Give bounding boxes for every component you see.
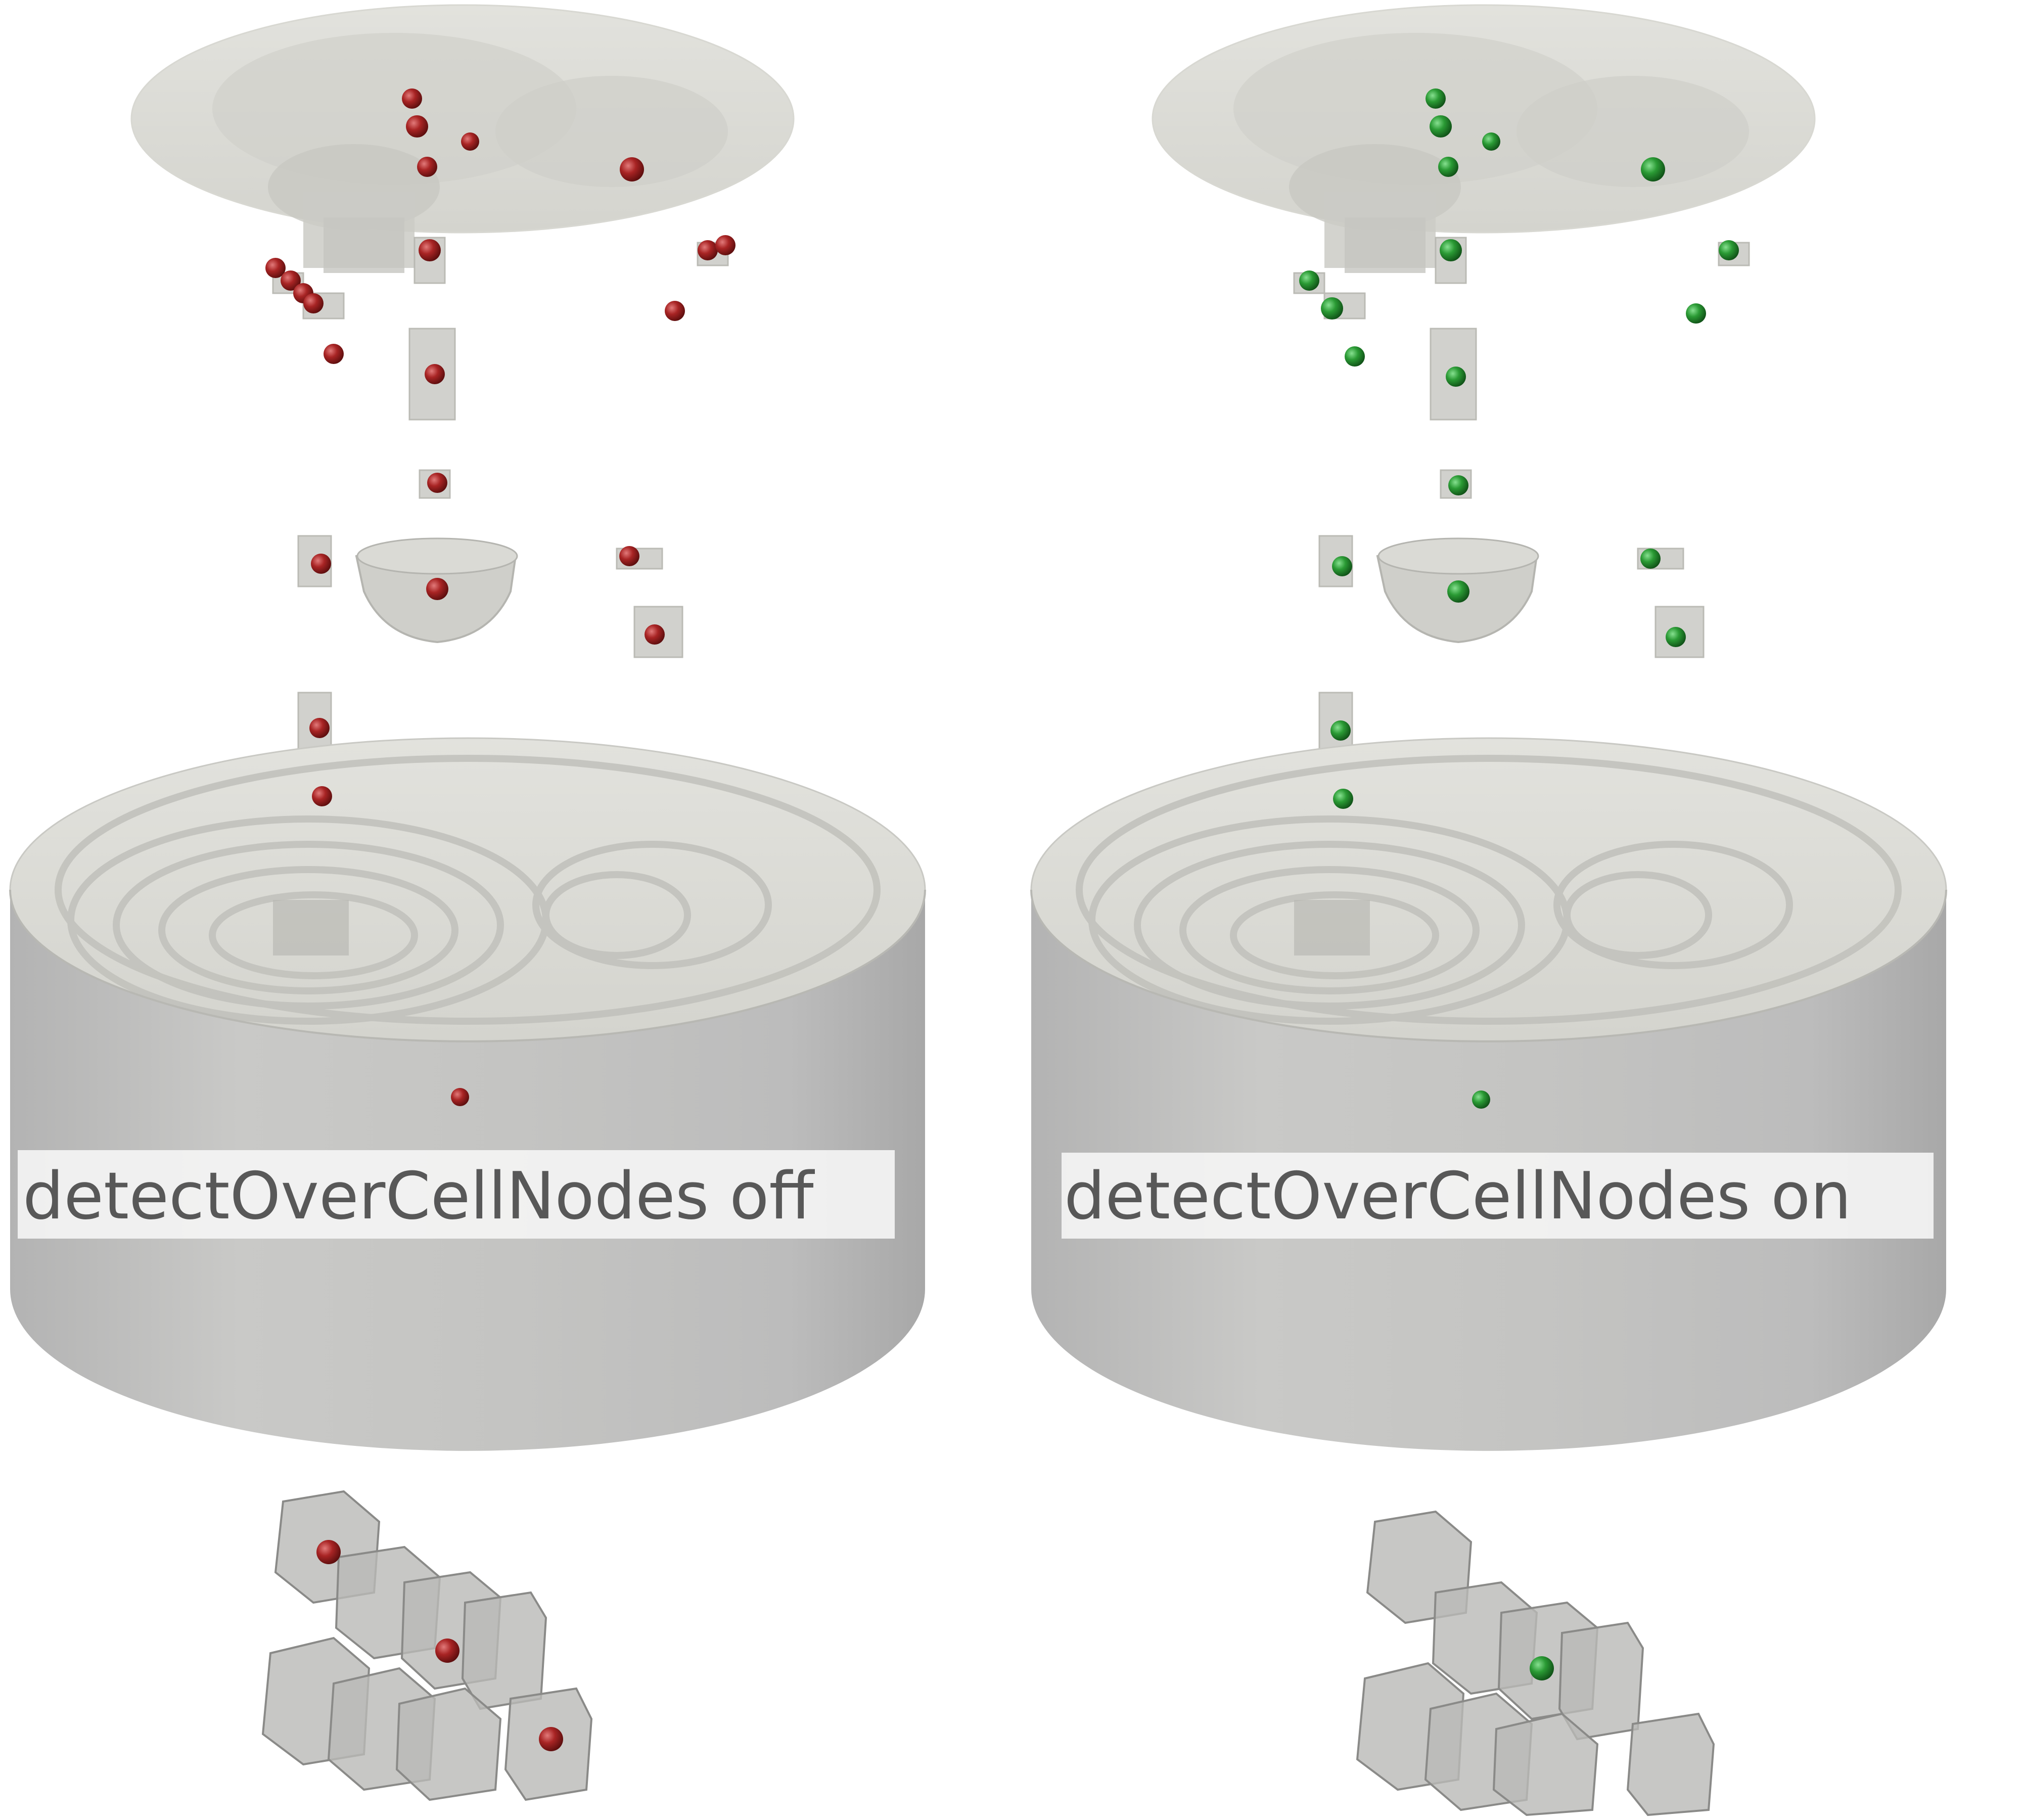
probe-sphere <box>426 578 448 600</box>
probe-sphere <box>1426 88 1446 109</box>
probe-sphere <box>309 718 330 738</box>
probe-sphere <box>620 157 644 181</box>
panel-detect-on: detectOverCellNodes on <box>1030 4 1947 1816</box>
probe-sphere <box>311 554 331 574</box>
probe-sphere <box>324 344 344 364</box>
probe-sphere <box>1440 239 1462 261</box>
probe-spheres-red <box>265 88 736 1751</box>
voxel-fragments <box>1293 237 1750 769</box>
probe-sphere <box>1447 580 1469 603</box>
probe-sphere <box>419 239 441 261</box>
probe-sphere <box>645 624 665 645</box>
probe-sphere <box>1530 1656 1554 1680</box>
probe-sphere <box>1686 303 1706 324</box>
probe-sphere <box>1482 132 1500 151</box>
probe-sphere <box>265 258 286 278</box>
probe-sphere <box>715 235 736 255</box>
probe-sphere <box>1640 549 1661 569</box>
probe-sphere <box>1345 346 1365 367</box>
probe-sphere <box>1448 475 1468 495</box>
probe-sphere <box>1719 240 1739 260</box>
probe-sphere <box>402 88 422 109</box>
panel-label-on: detectOverCellNodes on <box>1062 1153 1934 1239</box>
probe-sphere <box>281 270 301 291</box>
panel-label-text: detectOverCellNodes on <box>1064 1159 1852 1234</box>
probe-sphere <box>1299 270 1319 291</box>
probe-sphere <box>1332 556 1352 576</box>
probe-sphere <box>1666 627 1686 647</box>
panel-detect-off: detectOverCellNodes off <box>9 4 926 1801</box>
probe-sphere <box>1438 157 1458 177</box>
probe-sphere <box>316 1540 341 1564</box>
probe-sphere <box>461 132 479 151</box>
probe-sphere <box>1472 1090 1490 1109</box>
probe-sphere <box>303 293 324 313</box>
probe-sphere <box>1641 157 1665 181</box>
voxel-cell-cluster <box>261 1490 593 1801</box>
probe-sphere <box>417 157 437 177</box>
probe-sphere <box>539 1727 563 1751</box>
probe-sphere <box>1330 720 1351 741</box>
probe-sphere <box>312 786 332 806</box>
probe-sphere <box>435 1639 459 1663</box>
probe-sphere <box>1333 789 1353 809</box>
probe-sphere <box>406 115 428 138</box>
probe-sphere <box>1430 115 1452 138</box>
probe-sphere <box>665 301 685 321</box>
panel-label-off: detectOverCellNodes off <box>18 1150 895 1239</box>
probe-sphere <box>1321 297 1343 320</box>
panel-label-text: detectOverCellNodes off <box>23 1159 815 1234</box>
probe-sphere <box>427 473 447 493</box>
probe-sphere <box>1446 367 1466 387</box>
top-disk-volume <box>130 4 795 273</box>
probe-spheres-green <box>1299 88 1739 1680</box>
voxel-cell-cluster <box>1356 1510 1715 1816</box>
probe-sphere <box>451 1088 469 1106</box>
cylinder-volume <box>1030 737 1947 1451</box>
voxel-fragments <box>272 237 729 769</box>
probe-sphere <box>425 364 445 384</box>
probe-sphere <box>698 240 718 260</box>
probe-sphere <box>619 546 639 566</box>
